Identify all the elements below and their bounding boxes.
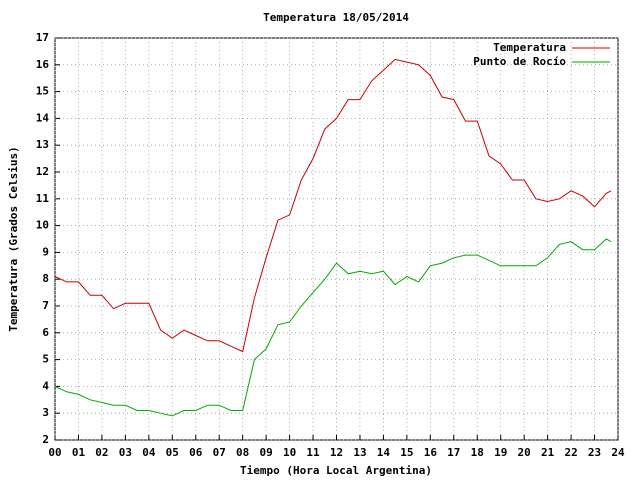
x-tick-label: 17 (447, 446, 460, 459)
chart-title: Temperatura 18/05/2014 (263, 11, 409, 24)
y-tick-label: 5 (42, 353, 49, 366)
x-tick-label: 20 (518, 446, 531, 459)
y-tick-label: 15 (36, 85, 49, 98)
x-axis-label: Tiempo (Hora Local Argentina) (240, 464, 432, 477)
series-line (54, 238, 612, 417)
x-tick-label: 08 (236, 446, 249, 459)
x-tick-label: 09 (260, 446, 273, 459)
x-tick-label: 13 (353, 446, 366, 459)
x-tick-label: 01 (72, 446, 86, 459)
y-tick-label: 4 (42, 379, 49, 392)
x-tick-label: 04 (142, 446, 156, 459)
legend-label: Temperatura (493, 41, 566, 54)
x-tick-label: 00 (48, 446, 61, 459)
y-tick-label: 14 (36, 111, 50, 124)
y-tick-label: 16 (36, 58, 50, 71)
x-tick-label: 11 (306, 446, 320, 459)
x-tick-label: 22 (564, 446, 577, 459)
x-tick-label: 05 (166, 446, 179, 459)
y-tick-label: 2 (42, 433, 49, 446)
y-tick-label: 3 (42, 406, 49, 419)
x-tick-label: 10 (283, 446, 296, 459)
x-tick-label: 12 (330, 446, 343, 459)
y-tick-label: 6 (42, 326, 49, 339)
y-tick-label: 13 (36, 138, 49, 151)
x-tick-label: 21 (541, 446, 555, 459)
y-tick-label: 11 (36, 192, 50, 205)
y-tick-label: 9 (42, 245, 49, 258)
y-tick-label: 12 (36, 165, 49, 178)
x-tick-label: 18 (471, 446, 484, 459)
x-tick-label: 02 (95, 446, 108, 459)
y-axis-label: Temperatura (Grados Celsius) (7, 146, 20, 331)
x-tick-label: 24 (611, 446, 625, 459)
x-tick-label: 14 (377, 446, 391, 459)
x-tick-label: 07 (213, 446, 226, 459)
y-tick-label: 7 (42, 299, 49, 312)
x-tick-label: 03 (119, 446, 132, 459)
x-tick-label: 15 (400, 446, 413, 459)
series-line (54, 58, 612, 353)
legend-label: Punto de Rocío (473, 55, 566, 68)
y-tick-label: 17 (36, 31, 49, 44)
y-tick-label: 8 (42, 272, 49, 285)
x-tick-label: 06 (189, 446, 203, 459)
x-tick-label: 16 (424, 446, 438, 459)
x-tick-label: 19 (494, 446, 507, 459)
y-tick-label: 10 (36, 219, 49, 232)
x-tick-label: 23 (588, 446, 601, 459)
